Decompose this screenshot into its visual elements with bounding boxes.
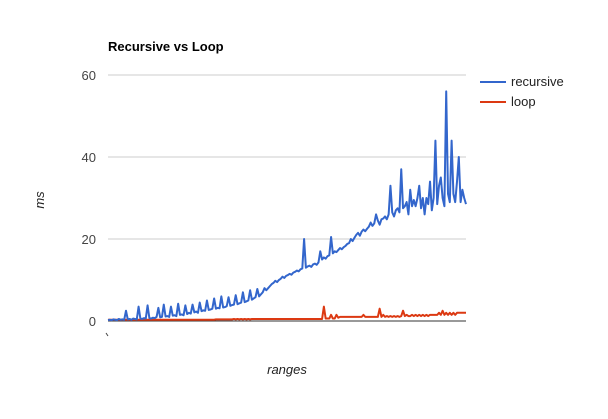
y-tick-label: 60 [82,68,96,83]
y-axis-title: ms [32,191,47,209]
x-axis-title: ranges [267,362,307,377]
y-axis-ticks: 0 20 40 60 [82,68,96,329]
gridlines [108,74,466,240]
series-line-recursive [107,90,467,322]
x-axis-stub [105,332,109,337]
legend: recursive loop [480,74,564,109]
legend-label-recursive: recursive [511,74,564,89]
y-tick-label: 20 [82,232,96,247]
series-line-loop [108,305,466,321]
series-layer [107,90,467,322]
chart-title: Recursive vs Loop [108,39,224,54]
y-tick-label: 0 [89,314,96,329]
legend-label-loop: loop [511,94,536,109]
y-tick-label: 40 [82,150,96,165]
